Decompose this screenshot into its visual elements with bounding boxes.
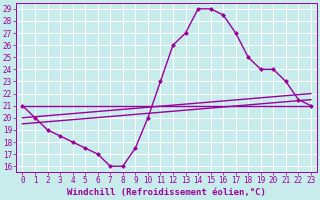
X-axis label: Windchill (Refroidissement éolien,°C): Windchill (Refroidissement éolien,°C) [67, 188, 266, 197]
